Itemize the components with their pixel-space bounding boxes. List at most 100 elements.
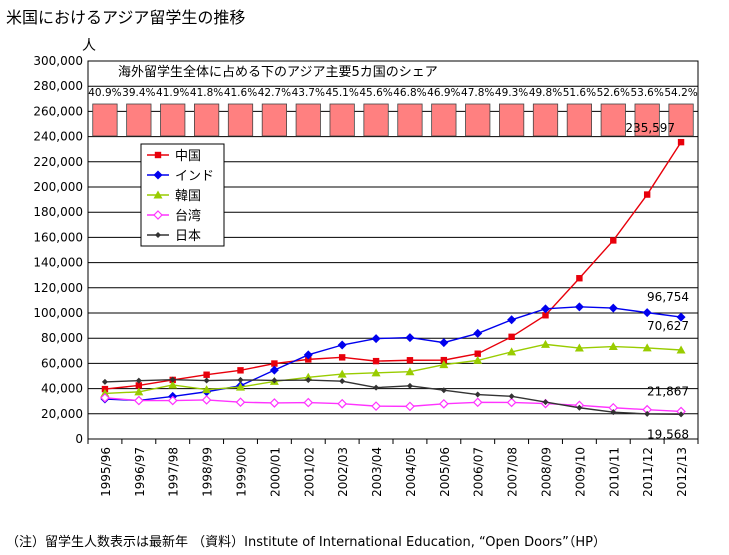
data-point-japan [474, 391, 481, 398]
data-point-korea [202, 385, 212, 394]
share-label: 46.8% [393, 87, 426, 99]
data-point-china [440, 356, 448, 364]
share-label: 45.1% [325, 87, 358, 99]
data-point-japan [169, 376, 176, 383]
share-label: 42.7% [258, 87, 291, 99]
data-point-taiwan [303, 397, 314, 408]
data-point-korea [473, 355, 483, 364]
y-tick-label: 40,000 [41, 382, 83, 396]
data-point-india [574, 302, 584, 312]
share-label: 52.6% [597, 87, 630, 99]
share-bar [329, 103, 355, 137]
share-bar [227, 103, 254, 137]
share-bar [465, 103, 491, 137]
data-point-china [643, 191, 651, 198]
chart-title: 米国におけるアジア留学生の推移 [6, 8, 246, 27]
data-point-korea [574, 343, 584, 352]
share-label: 41.6% [224, 87, 257, 99]
legend-marker-japan [155, 232, 161, 238]
data-point-taiwan [100, 392, 110, 403]
end-value-label-india: 96,754 [647, 290, 689, 304]
data-point-china [677, 138, 685, 146]
y-tick-label: 80,000 [41, 331, 83, 345]
data-point-japan [508, 393, 515, 400]
share-label: 47.8% [461, 87, 494, 99]
share-label: 49.3% [495, 87, 528, 99]
data-point-india [405, 333, 415, 343]
data-point-india [608, 303, 618, 313]
share-bar [363, 103, 389, 137]
data-point-taiwan [201, 395, 212, 405]
share-label: 43.7% [292, 87, 325, 99]
end-value-label-china: 235,597 [625, 121, 675, 135]
data-point-taiwan [167, 395, 178, 406]
data-point-japan [305, 377, 312, 384]
x-tick-label: 2010/11 [607, 447, 621, 497]
legend-label-china: 中国 [175, 149, 201, 164]
share-label: 40.9% [88, 87, 121, 99]
data-point-japan [271, 377, 278, 384]
data-point-china [576, 275, 583, 282]
data-point-japan [576, 404, 583, 411]
share-bar [261, 103, 287, 137]
data-point-china [271, 360, 278, 367]
share-bar [566, 103, 592, 137]
legend-label-taiwan: 台湾 [175, 208, 201, 224]
data-point-japan [373, 384, 380, 391]
data-point-korea [236, 382, 245, 391]
data-point-korea [676, 345, 686, 354]
share-bar [431, 103, 457, 137]
x-tick-label: 2006/07 [472, 447, 486, 497]
data-point-taiwan [371, 401, 381, 411]
data-point-korea [100, 388, 110, 397]
data-point-china [305, 356, 312, 363]
data-point-india [439, 338, 449, 348]
share-bar [126, 103, 152, 137]
x-tick-label: 2009/10 [573, 447, 587, 497]
share-label: 41.9% [156, 87, 189, 99]
data-point-china [203, 371, 210, 378]
share-bar [532, 103, 559, 137]
data-point-korea [303, 372, 313, 381]
x-tick-label: 2000/01 [268, 447, 282, 497]
data-point-japan [406, 382, 413, 389]
data-point-japan [237, 376, 244, 383]
data-point-china [372, 357, 380, 365]
x-tick-label: 2001/02 [302, 447, 316, 497]
x-tick-label: 1999/00 [235, 447, 249, 497]
share-bar [634, 103, 660, 137]
x-tick-label: 1996/97 [133, 447, 147, 497]
share-label: 39.4% [122, 87, 155, 99]
series-line-india [104, 306, 682, 402]
legend-label-india: インド [175, 169, 214, 184]
share-label: 41.8% [190, 87, 223, 99]
data-point-korea [507, 347, 517, 356]
data-point-japan [101, 378, 108, 385]
y-tick-label: 0 [75, 432, 83, 446]
y-tick-label: 260,000 [33, 104, 83, 118]
series-line-japan [104, 378, 682, 416]
y-tick-label: 120,000 [33, 281, 83, 295]
share-bar [668, 103, 694, 137]
x-tick-label: 2005/06 [438, 447, 452, 497]
data-point-taiwan [506, 397, 517, 408]
data-point-taiwan [235, 397, 246, 408]
data-point-china [542, 312, 549, 319]
x-tick-label: 2011/12 [641, 447, 655, 497]
y-tick-label: 60,000 [41, 356, 83, 370]
data-point-india [676, 312, 686, 322]
x-tick-label: 2002/03 [336, 447, 350, 497]
data-point-japan [678, 411, 685, 418]
y-tick-label: 180,000 [33, 205, 83, 219]
x-tick-label: 2007/08 [506, 447, 520, 497]
data-point-taiwan [337, 398, 348, 409]
data-point-japan [135, 377, 142, 384]
share-bar [92, 103, 118, 137]
legend-marker-india [153, 170, 163, 180]
legend-marker-korea [153, 190, 163, 199]
data-point-taiwan [133, 395, 144, 406]
share-bar [600, 103, 626, 137]
share-label: 51.6% [563, 87, 596, 99]
share-bar [397, 103, 423, 137]
y-tick-label: 100,000 [33, 306, 83, 320]
